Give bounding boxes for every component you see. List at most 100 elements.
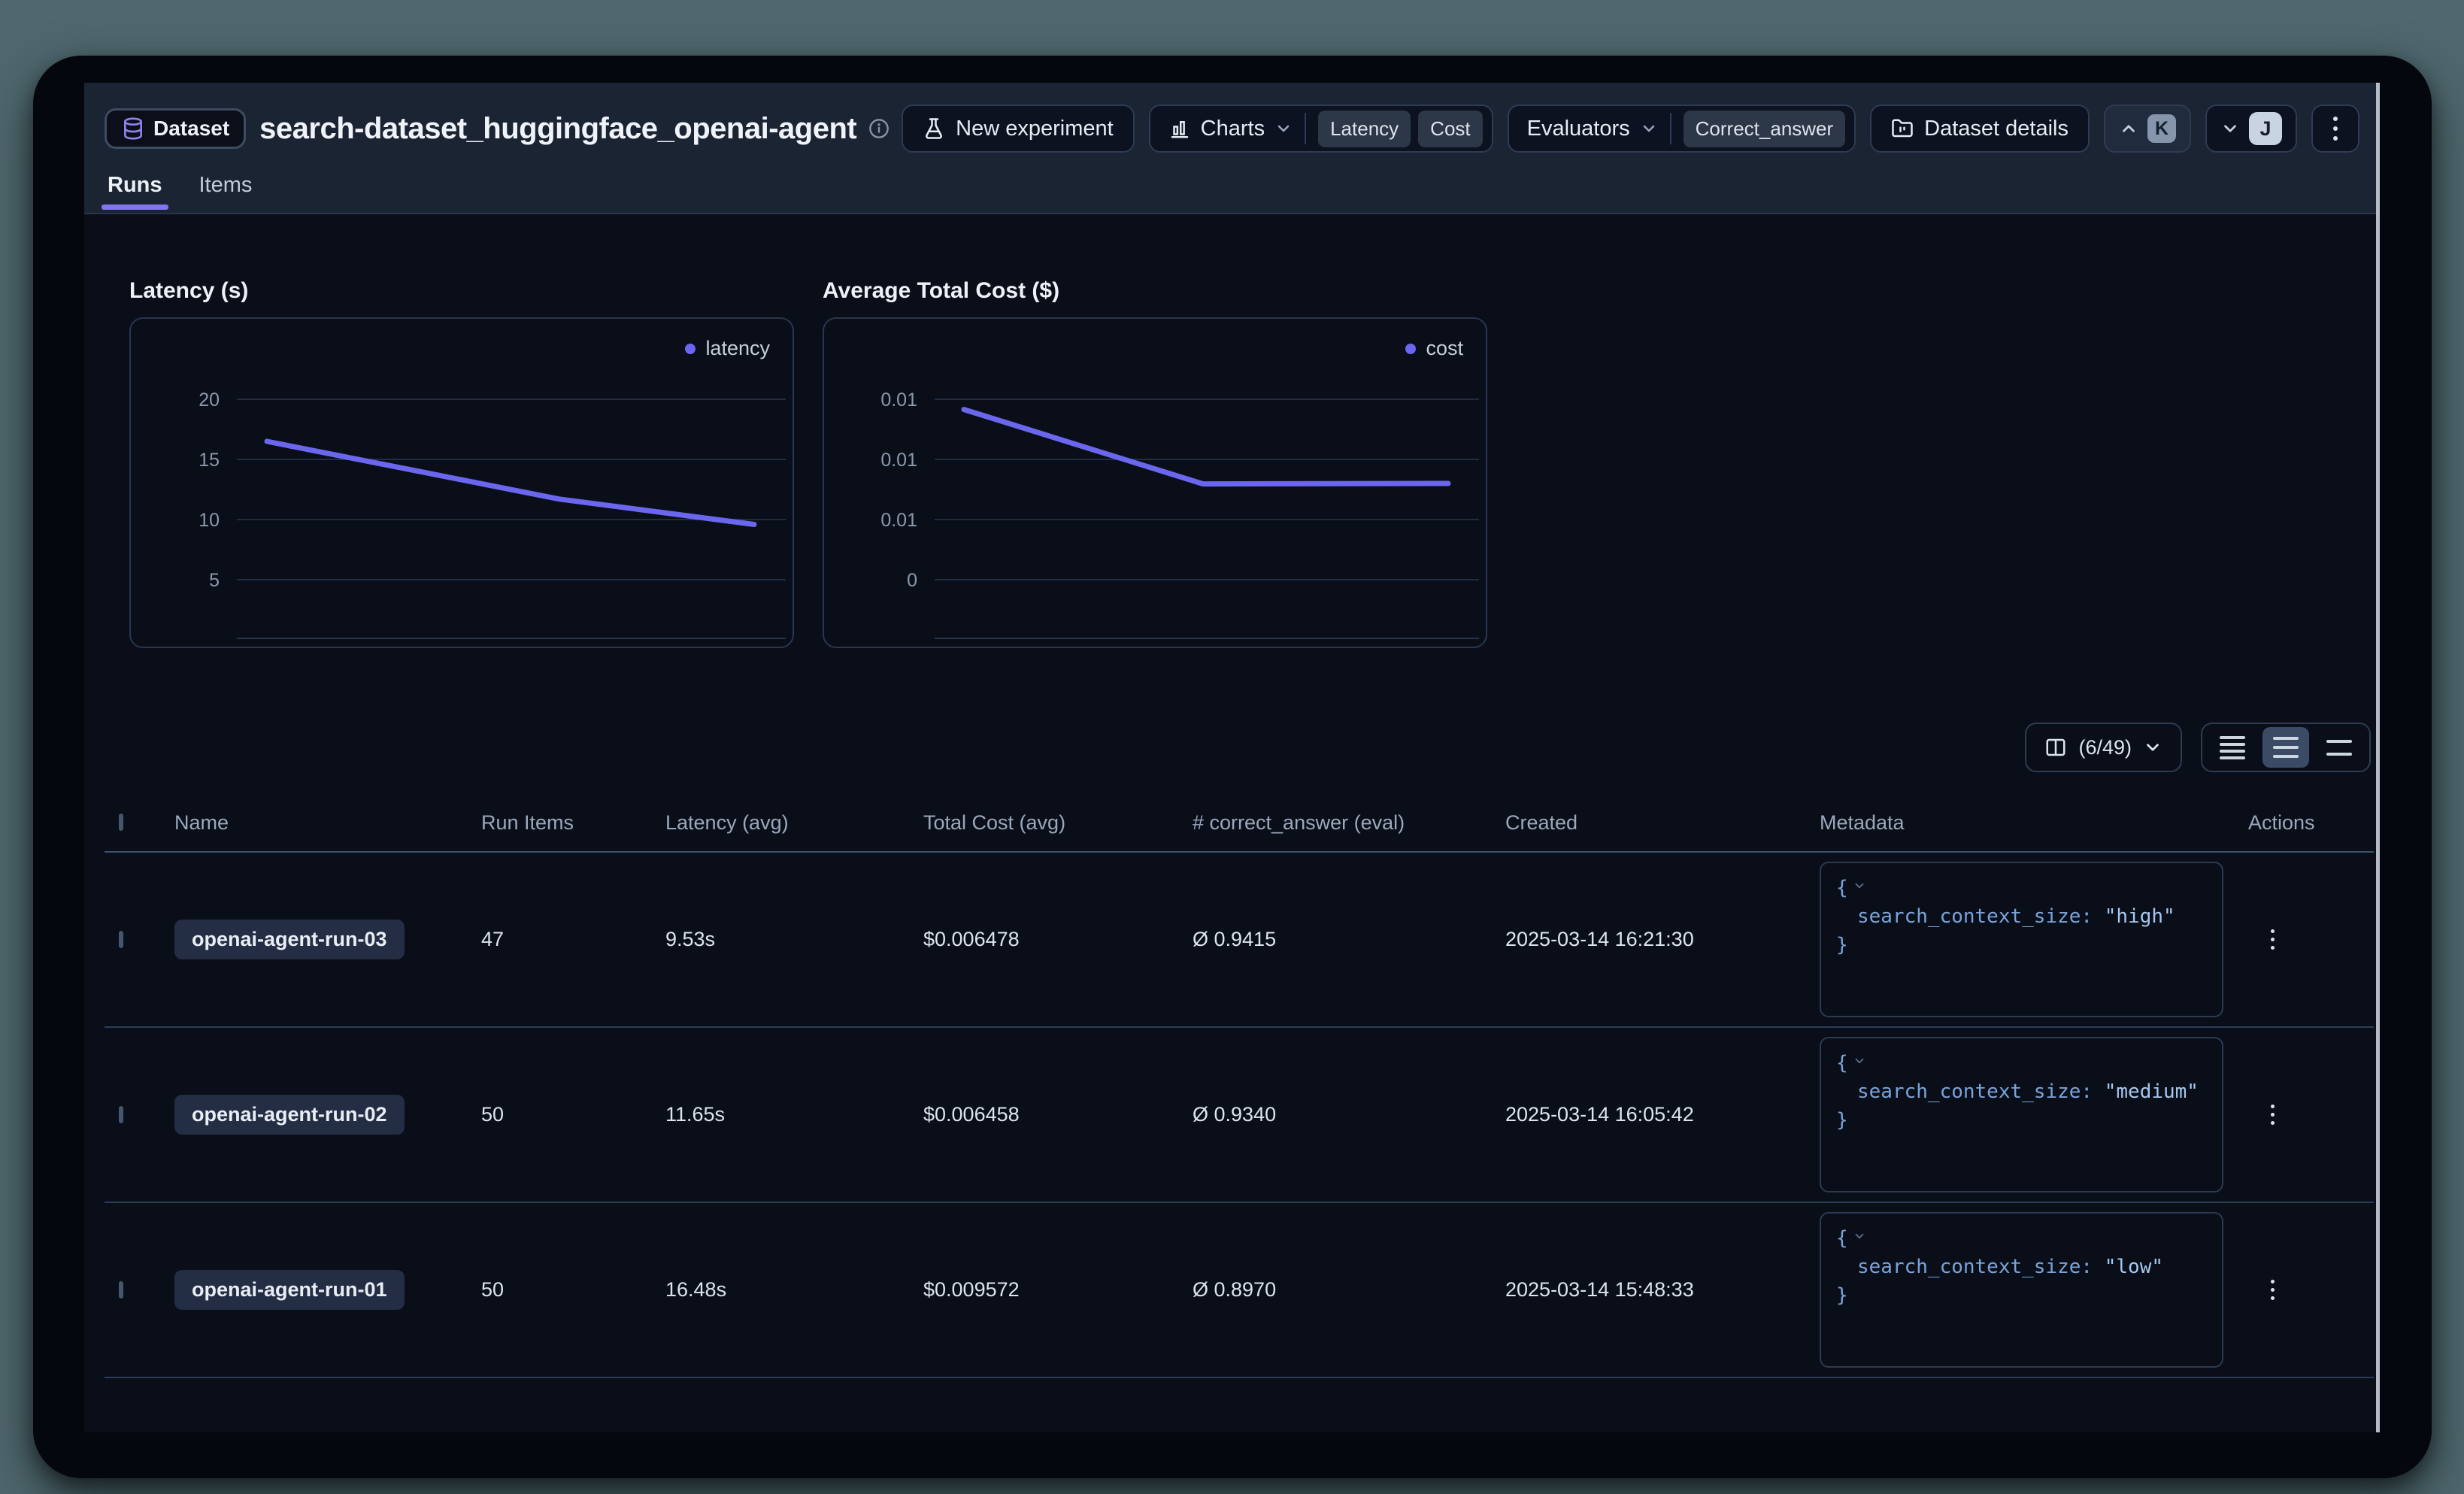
kebab-dot [2333, 117, 2338, 121]
row-checkbox[interactable] [119, 930, 123, 948]
chevron-down-icon [2224, 125, 2236, 132]
tab-items[interactable]: Items [199, 158, 253, 213]
col-header-name: Name [174, 811, 229, 834]
kebab-dot [2333, 136, 2338, 141]
svg-text:20: 20 [199, 389, 220, 411]
rows-medium-icon [2273, 737, 2299, 758]
collapse-chevron-icon[interactable] [1853, 879, 1866, 892]
shortcut-key-k: K [2147, 114, 2176, 143]
metadata-value: "high" [2104, 905, 2175, 928]
svg-text:0.01: 0.01 [880, 450, 917, 471]
dataset-details-button[interactable]: Dataset details [1870, 105, 2090, 153]
latency-chart-title: Latency (s) [129, 278, 249, 303]
dataset-details-label: Dataset details [1924, 116, 2068, 141]
chart-filter-cost[interactable]: Cost [1418, 110, 1483, 147]
run-name-badge[interactable]: openai-agent-run-02 [174, 1095, 405, 1135]
row-actions-button[interactable] [2257, 1280, 2287, 1300]
rows-compact-icon [2220, 735, 2245, 759]
table-row: openai-agent-run-02 50 11.65s $0.006458 … [105, 1028, 2374, 1203]
collapse-chevron-icon[interactable] [1853, 1054, 1866, 1068]
total-cost-value: $0.006478 [923, 928, 1020, 950]
cost-chart-legend: cost [1405, 337, 1463, 360]
legend-dot [685, 343, 696, 354]
latency-value: 16.48s [665, 1278, 727, 1301]
correct-answer-value: Ø 0.8970 [1193, 1278, 1277, 1301]
cost-line-chart: 0.01 0.01 0.01 0 [880, 389, 1479, 639]
new-experiment-label: New experiment [956, 116, 1114, 141]
col-header-actions: Actions [2248, 811, 2315, 834]
active-tab-underline [102, 205, 168, 210]
evaluators-label: Evaluators [1526, 116, 1630, 141]
more-options-button[interactable] [2311, 105, 2359, 153]
cost-chart-title: Average Total Cost ($) [823, 278, 1060, 303]
nav-up-button[interactable]: K [2104, 105, 2191, 153]
dataset-badge-label: Dataset [153, 117, 230, 140]
vertical-scrollbar[interactable] [2376, 83, 2380, 1432]
title-row: Dataset search-dataset_huggingface_opena… [105, 99, 2359, 158]
tab-runs[interactable]: Runs [102, 158, 168, 213]
metadata-json-box: { search_context_size: "low" } [1820, 1212, 2223, 1368]
charts-dropdown[interactable]: Charts [1168, 117, 1293, 141]
col-header-latency: Latency (avg) [665, 811, 789, 834]
table-row: openai-agent-run-01 50 16.48s $0.009572 … [105, 1203, 2374, 1378]
col-header-created: Created [1505, 811, 1578, 834]
charts-control-group: Charts Latency Cost [1148, 105, 1493, 153]
run-name-badge[interactable]: openai-agent-run-03 [174, 920, 405, 959]
row-checkbox[interactable] [119, 1280, 123, 1299]
divider [1669, 113, 1671, 144]
run-name-badge[interactable]: openai-agent-run-01 [174, 1270, 405, 1310]
app-content: Dataset search-dataset_huggingface_opena… [84, 83, 2380, 1432]
metadata-key: search_context_size: [1857, 1256, 2093, 1278]
tab-items-label: Items [199, 173, 253, 197]
columns-icon [2046, 738, 2065, 756]
row-height-toggle-group [2201, 723, 2371, 772]
row-height-tall-button[interactable] [2316, 727, 2362, 768]
chevron-down-icon [1277, 125, 1290, 132]
run-items-value: 50 [481, 1278, 505, 1301]
row-actions-button[interactable] [2257, 1105, 2287, 1125]
legend-dot [1405, 343, 1417, 354]
info-icon[interactable] [868, 118, 890, 139]
row-height-medium-button[interactable] [2262, 727, 2309, 768]
collapse-chevron-icon[interactable] [1853, 1229, 1866, 1243]
table-toolbar: (6/49) [84, 723, 2371, 772]
column-visibility-button[interactable]: (6/49) [2025, 723, 2182, 772]
svg-text:15: 15 [199, 450, 220, 471]
runs-table: Name Run Items Latency (avg) Total Cost … [105, 794, 2374, 1378]
new-experiment-button[interactable]: New experiment [902, 105, 1135, 153]
table-row: openai-agent-run-03 47 9.53s $0.006478 Ø… [105, 853, 2374, 1028]
cost-chart-card: 0.01 0.01 0.01 0 cost [823, 317, 1487, 648]
shortcut-key-j: J [2249, 112, 2282, 145]
svg-text:0.01: 0.01 [880, 510, 917, 531]
metadata-value: "medium" [2104, 1080, 2199, 1103]
app-header: Dataset search-dataset_huggingface_opena… [84, 83, 2380, 214]
created-value: 2025-03-14 16:21:30 [1505, 928, 1694, 950]
total-cost-value: $0.009572 [923, 1278, 1020, 1301]
latency-value: 11.65s [665, 1103, 726, 1126]
svg-text:5: 5 [209, 570, 220, 591]
select-all-checkbox[interactable] [119, 814, 123, 831]
svg-text:0.01: 0.01 [880, 389, 917, 411]
tab-runs-label: Runs [108, 173, 162, 197]
evaluator-filter-correct-answer[interactable]: Correct_answer [1683, 110, 1846, 147]
column-count-label: (6/49) [2078, 735, 2132, 759]
run-items-value: 47 [481, 928, 505, 950]
chevron-down-icon [1643, 125, 1654, 132]
row-actions-button[interactable] [2257, 929, 2287, 950]
row-height-compact-button[interactable] [2209, 727, 2256, 768]
metadata-json-box: { search_context_size: "medium" } [1820, 1037, 2223, 1192]
metadata-value: "low" [2104, 1256, 2164, 1278]
latency-chart-block: Latency (s) 20 15 10 5 latency [129, 278, 794, 648]
cost-chart-block: Average Total Cost ($) 0.01 0.01 0.01 0 cos… [823, 278, 1487, 648]
col-header-run-items: Run Items [481, 811, 574, 834]
col-header-total-cost: Total Cost (avg) [923, 811, 1066, 834]
row-checkbox[interactable] [119, 1105, 123, 1123]
app-window: Dataset search-dataset_huggingface_opena… [33, 56, 2432, 1478]
created-value: 2025-03-14 16:05:42 [1505, 1103, 1694, 1126]
dataset-type-badge: Dataset [105, 108, 247, 149]
evaluators-dropdown[interactable]: Evaluators [1527, 117, 1658, 141]
kebab-dot [2333, 126, 2338, 131]
chart-filter-latency[interactable]: Latency [1318, 110, 1411, 147]
page-title: search-dataset_huggingface_openai-agent [259, 111, 857, 145]
nav-down-button[interactable]: J [2205, 105, 2297, 153]
